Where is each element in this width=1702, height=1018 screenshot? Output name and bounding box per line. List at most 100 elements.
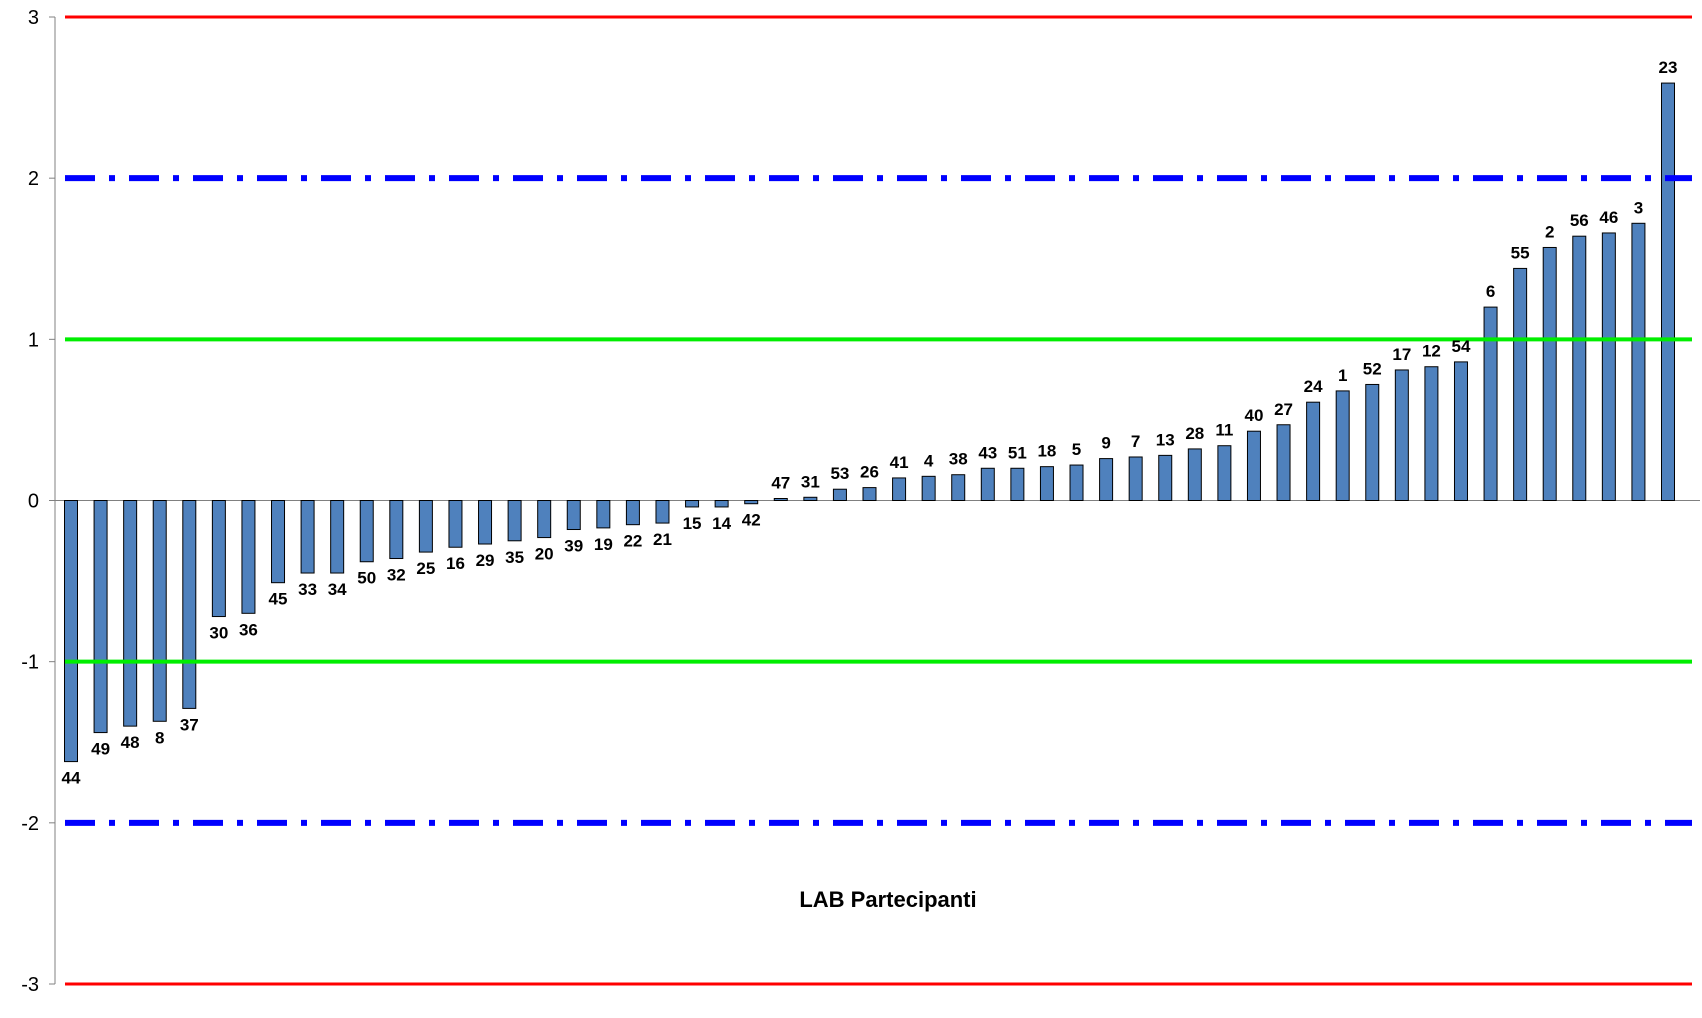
bar [1631,222,1646,501]
bar [1246,430,1261,501]
bar-label: 48 [121,733,140,752]
x-axis-label: LAB Partecipanti [799,887,976,912]
bar [1542,246,1557,501]
bar [1483,306,1498,501]
bar [980,467,995,501]
bar [1513,267,1528,502]
bar [566,500,581,531]
bar-label: 30 [209,624,228,643]
bar [1158,454,1173,501]
bar [803,496,818,502]
bar [241,500,256,614]
bar-label: 21 [653,530,672,549]
bar-label: 31 [801,472,820,491]
bar [537,500,552,539]
bar [921,475,936,502]
bar-label: 22 [623,532,642,551]
bar [1661,82,1675,501]
bar-label: 5 [1072,440,1081,459]
bar [418,500,433,553]
bar-label: 44 [62,769,81,788]
bar-label: 27 [1274,400,1293,419]
bar [211,500,226,618]
bar-label: 52 [1363,359,1382,378]
bar [1128,456,1143,501]
bar-label: 1 [1338,366,1347,385]
bar [1276,424,1291,502]
bar [1010,467,1025,501]
y-tick-label: -2 [21,813,39,835]
bar [862,487,877,501]
bar-label: 8 [155,728,164,747]
bar-label: 28 [1185,424,1204,443]
bar [1335,390,1350,502]
bar-label: 46 [1599,208,1618,227]
bar-label: 35 [505,548,524,567]
bar-label: 17 [1392,345,1411,364]
bar-label: 40 [1245,406,1264,425]
bar [389,500,404,560]
bar [773,498,788,501]
bar-label: 32 [387,566,406,585]
y-tick-label: 3 [28,7,39,29]
bar-label: 13 [1156,430,1175,449]
bar-label: 47 [771,474,790,493]
bar [1039,466,1054,501]
bar-label: 7 [1131,432,1140,451]
bar-label: 6 [1486,282,1495,301]
y-tick-label: 2 [28,168,39,190]
bars-layer [64,82,1675,763]
bar-label: 11 [1215,421,1233,440]
bar [123,500,138,727]
bar [1217,445,1232,502]
bar [1069,464,1084,501]
bar [1601,232,1616,501]
bar [892,477,907,502]
bar [1306,401,1321,501]
y-tick-label: -1 [21,652,39,674]
bar [152,500,167,722]
bar-label: 54 [1452,337,1471,356]
bar [507,500,522,542]
bar [744,500,759,505]
bar-label: 50 [357,569,376,588]
bar [359,500,374,563]
bar-label: 16 [446,554,465,573]
bar [478,500,493,545]
bar-label: 24 [1304,377,1323,396]
bar [93,500,108,734]
bar-label: 3 [1634,198,1643,217]
bar-label: 33 [298,580,317,599]
bar [1099,458,1114,502]
bar-label: 15 [683,514,702,533]
bar [951,474,966,502]
bar-label: 23 [1659,58,1678,77]
bar-label: 29 [476,551,495,570]
bar-label: 36 [239,620,258,639]
bar-label: 14 [712,514,731,533]
bar [1453,361,1468,501]
bar [330,500,345,574]
bar-label: 34 [328,580,347,599]
bar [182,500,197,709]
y-tick-label: 1 [28,329,39,351]
bar-label: 42 [742,511,761,530]
bar [1424,366,1439,501]
bar [685,500,700,508]
y-tick-labels-layer: 3 2 1 0 -1 -2 -3 [21,7,39,996]
bar-label: 55 [1511,243,1530,262]
bar-label: 39 [564,537,583,556]
bar [1365,383,1380,501]
bar-label: 37 [180,715,199,734]
bar-label: 41 [890,453,909,472]
bar [714,500,729,508]
bar-label: 20 [535,545,554,564]
bar [271,500,286,584]
bar-label: 53 [830,464,849,483]
bar-label: 9 [1101,434,1110,453]
bar-label: 56 [1570,211,1589,230]
bar [832,488,847,501]
bar [1187,448,1202,501]
reference-lines-layer [65,15,1692,986]
